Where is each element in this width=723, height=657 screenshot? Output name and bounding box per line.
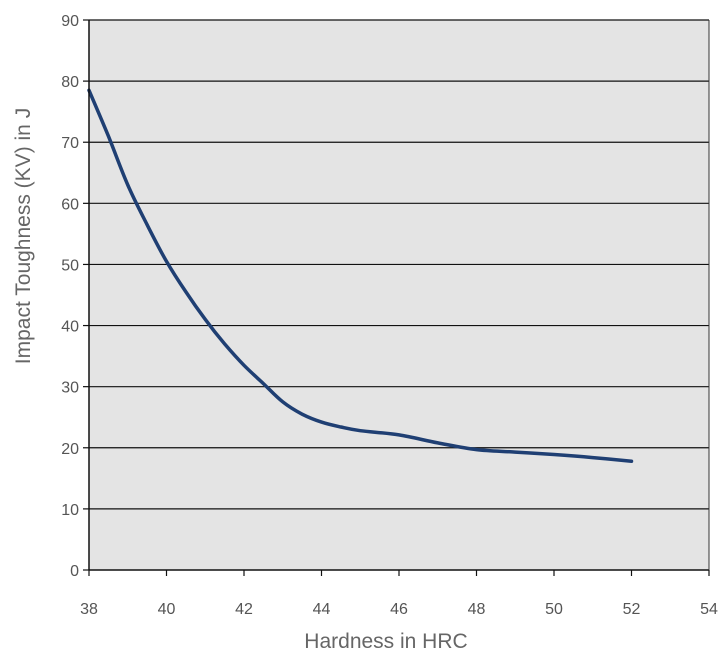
plot-area	[89, 20, 709, 570]
y-tick-label-20: 20	[61, 441, 79, 458]
x-tick-label-44: 44	[313, 601, 331, 618]
y-tick-label-30: 30	[61, 380, 79, 397]
y-tick-label-80: 80	[61, 74, 79, 91]
x-tick-labels: 38 40 42 44 46 48 50 52 54	[80, 601, 718, 618]
x-tick-label-54: 54	[700, 601, 718, 618]
y-tick-label-0: 0	[70, 563, 79, 580]
y-tick-label-50: 50	[61, 257, 79, 274]
x-tick-label-48: 48	[468, 601, 486, 618]
x-tick-label-38: 38	[80, 601, 98, 618]
x-axis-title: Hardness in HRC	[304, 630, 467, 653]
y-tick-label-40: 40	[61, 319, 79, 336]
x-tick-label-42: 42	[235, 601, 253, 618]
tick-marks	[83, 19, 710, 576]
x-tick-label-52: 52	[623, 601, 641, 618]
series-group	[87, 88, 634, 463]
y-tick-label-90: 90	[61, 13, 79, 30]
y-tick-labels: 0 10 20 30 40 50 60 70 80 90	[61, 13, 79, 580]
y-tick-label-10: 10	[61, 502, 79, 519]
x-tick-label-46: 46	[390, 601, 408, 618]
x-tick-label-50: 50	[545, 601, 563, 618]
gridlines	[89, 19, 709, 510]
series-line-0	[87, 88, 634, 463]
y-tick-label-70: 70	[61, 135, 79, 152]
y-tick-label-60: 60	[61, 196, 79, 213]
x-tick-label-40: 40	[158, 601, 176, 618]
y-axis-title: Impact Toughness (KV) in J	[12, 108, 35, 364]
